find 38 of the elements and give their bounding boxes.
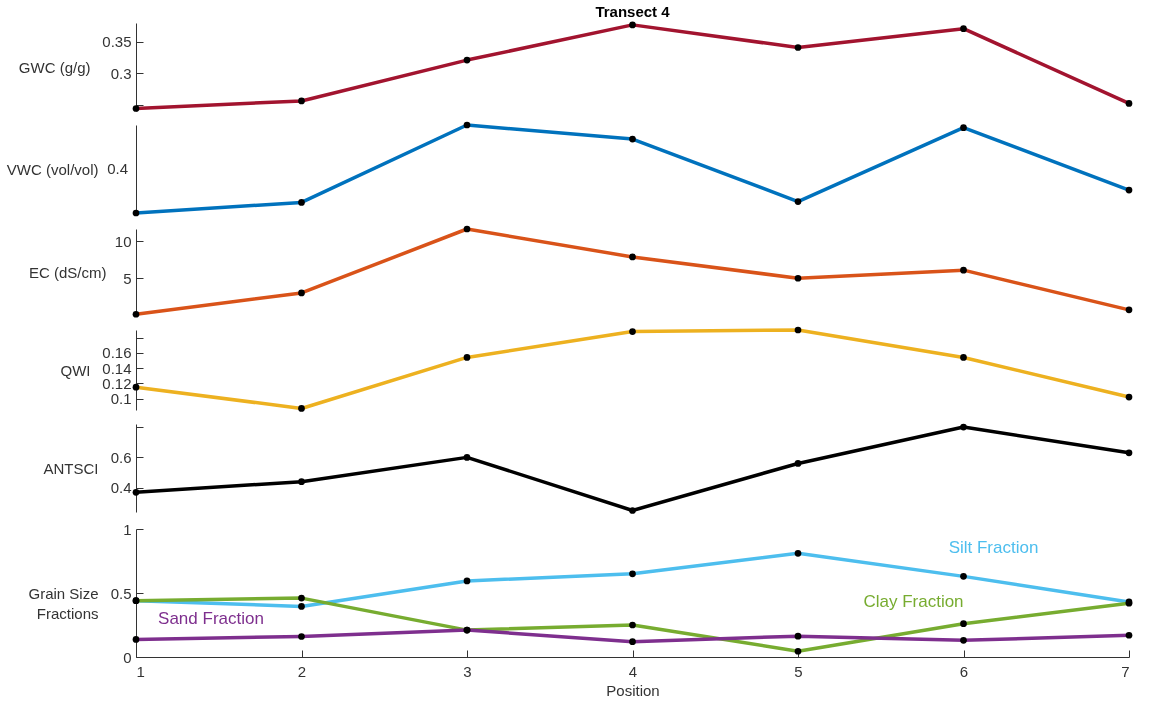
y-axis-title: GWC (g/g) [18, 58, 91, 76]
y-tick-label: 0.35 [102, 33, 132, 51]
y-tick-label: 0.12 [102, 374, 132, 392]
y-tick-label: 5 [123, 269, 132, 287]
point [629, 507, 636, 514]
y-axis-title: Grain Size Fractions [28, 584, 99, 622]
point [1125, 449, 1133, 457]
point [960, 423, 967, 431]
y-tick-label: 0.6 [110, 448, 132, 466]
y-tick-label: 0.16 [102, 344, 132, 362]
point [298, 478, 305, 485]
y-tick-label: 0.14 [102, 359, 132, 377]
y-axis-title: VWC (vol/vol) [6, 160, 99, 178]
x-tick-label: 2 [297, 662, 307, 680]
point [794, 460, 802, 467]
point [132, 488, 140, 496]
point [463, 454, 471, 461]
series-label: Silt Fraction [948, 538, 1039, 558]
x-tick-label: 1 [136, 662, 145, 680]
y-tick-label: 0.5 [110, 584, 132, 602]
y-tick-label: 0 [123, 648, 132, 666]
x-axis-title: Position [606, 681, 660, 699]
y-tick-label: 0.1 [110, 390, 132, 408]
series-label: Sand Fraction [158, 609, 264, 629]
x-tick-label: 7 [1121, 662, 1130, 680]
y-axis-title: ANTSCI [43, 459, 99, 477]
x-tick-label: 6 [959, 662, 969, 680]
chart-title: Transect 4 [595, 2, 671, 20]
y-tick-label: 0.3 [110, 64, 132, 82]
y-axis-title: QWI [60, 361, 91, 379]
y-axis-title: EC (dS/cm) [28, 263, 107, 281]
x-tick-label: 3 [463, 662, 472, 680]
x-tick-label: 4 [628, 662, 638, 680]
y-tick-label: 0.4 [110, 479, 132, 497]
x-tick-label: 5 [794, 662, 803, 680]
series-label: Clay Fraction [863, 591, 964, 611]
y-tick-label: 10 [114, 233, 132, 250]
y-tick-label: 1 [123, 520, 132, 538]
